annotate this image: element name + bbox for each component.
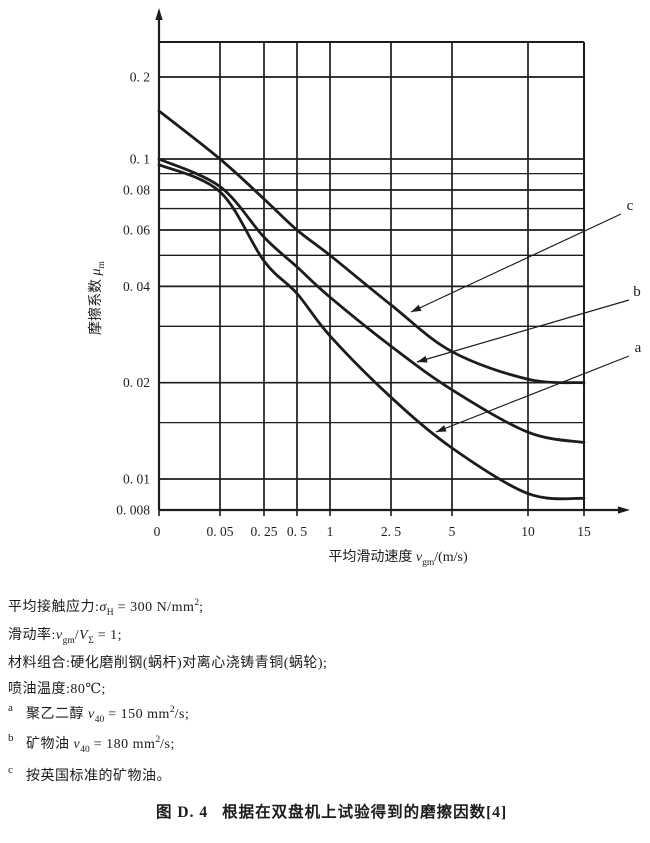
- x-tick-label: 5: [449, 524, 456, 539]
- x-tick-label: 15: [577, 524, 591, 539]
- x-tick-label: 1: [327, 524, 334, 539]
- figure-title: 根据在双盘机上试验得到的磨擦因数[4]: [222, 804, 508, 821]
- friction-coefficient-chart: c b a 0. 2 0. 1 0. 08 0. 06 0. 04 0. 02 0. 01 0. 0…: [87, 8, 642, 568]
- curve-c: [157, 109, 586, 385]
- figure-caption: 图 D. 4 根据在双盘机上试验得到的磨擦因数[4]: [156, 800, 507, 822]
- pointer-arrow-icon-b: [417, 355, 428, 363]
- y-axis-arrow-icon: [155, 8, 163, 20]
- pointer-line-b: [416, 299, 630, 363]
- figure-number: 图 D. 4: [156, 804, 209, 821]
- x-tick-label: 0. 25: [251, 524, 278, 539]
- pointer-arrow-icon-a: [436, 425, 447, 432]
- y-tick-label: 0. 2: [130, 70, 150, 85]
- curve-b: [157, 157, 586, 444]
- footnote-marker-b: b: [8, 732, 14, 744]
- curve-label-a: a: [635, 340, 642, 356]
- curve-label-b: b: [633, 284, 641, 300]
- note-line-contact-stress: 平均接触应力:σH = 300 N/mm2;: [8, 598, 204, 618]
- footnote-b: b 矿物油 ν40 = 180 mm2/s;: [8, 732, 175, 755]
- x-tick-label: 0. 5: [287, 524, 308, 539]
- footnote-c: c 按英国标准的矿物油。: [8, 764, 171, 784]
- x-tick-label: 10: [521, 524, 535, 539]
- y-tick-label: 0. 008: [116, 503, 150, 518]
- note-line-slide-ratio: 滑动率:vgm/VΣ = 1;: [8, 628, 123, 646]
- y-tick-label: 0. 02: [123, 375, 150, 390]
- curve-a: [157, 163, 586, 501]
- y-tick-label: 0. 1: [130, 152, 150, 167]
- y-tick-label: 0. 01: [123, 472, 150, 487]
- x-axis-title: 平均滑动速度 vgm/(m/s): [328, 548, 468, 568]
- x-tick-label: 0. 05: [207, 524, 234, 539]
- footnote-marker-a: a: [8, 702, 13, 714]
- pointer-arrow-icon-c: [411, 304, 422, 312]
- x-axis-arrow-icon: [618, 506, 630, 514]
- pointer-line-a: [435, 355, 630, 433]
- note-line-material-combo: 材料组合:硬化磨削钢(蜗杆)对离心浇铸青铜(蜗轮);: [8, 656, 328, 671]
- y-tick-label: 0. 06: [123, 222, 150, 237]
- y-axis-title: 摩擦系数 μm: [87, 260, 107, 335]
- pointer-line-c: [410, 213, 622, 313]
- footnote-a: a 聚乙二醇 ν40 = 150 mm2/s;: [8, 702, 190, 725]
- x-tick-label: 0: [154, 524, 161, 539]
- x-tick-label: 2. 5: [381, 524, 402, 539]
- footnote-marker-c: c: [8, 764, 13, 776]
- note-line-oil-temperature: 喷油温度:80℃;: [8, 682, 106, 697]
- y-tick-label: 0. 04: [123, 279, 150, 294]
- curve-label-c: c: [627, 198, 634, 214]
- y-tick-label: 0. 08: [123, 183, 150, 198]
